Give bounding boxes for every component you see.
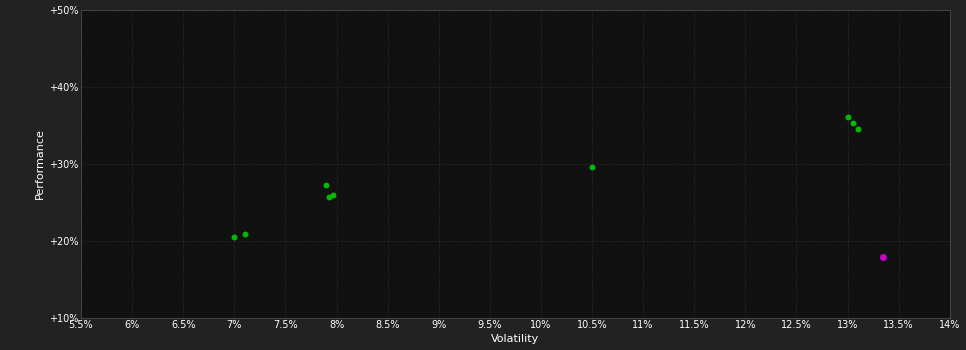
Point [584, 164, 600, 170]
Point [227, 234, 242, 239]
Point [319, 182, 334, 188]
Point [845, 120, 861, 126]
Y-axis label: Performance: Performance [35, 128, 44, 199]
Point [839, 114, 855, 120]
Point [237, 232, 252, 237]
Point [875, 255, 891, 260]
Point [322, 195, 337, 200]
X-axis label: Volatility: Volatility [492, 335, 539, 344]
Point [326, 192, 341, 198]
Point [850, 126, 866, 132]
